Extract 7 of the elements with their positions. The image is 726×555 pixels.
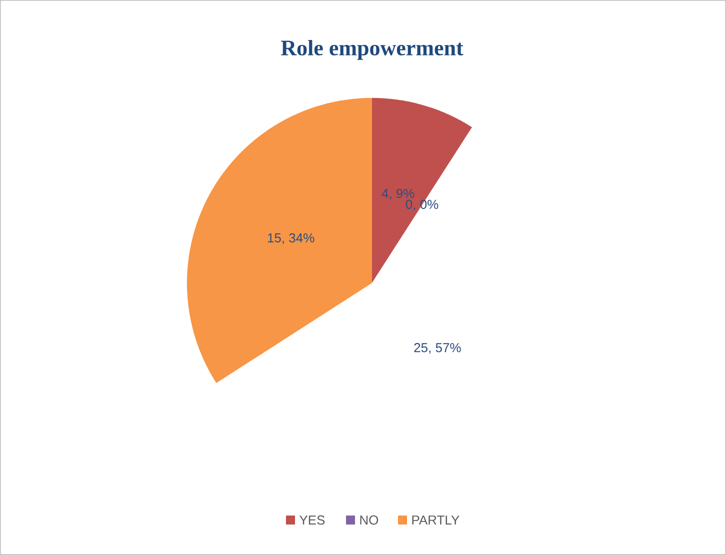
data-label: 25, 57% bbox=[414, 343, 461, 354]
legend-label: NO bbox=[360, 515, 378, 525]
legend-label: YES bbox=[299, 515, 325, 525]
legend-label: PARTLY bbox=[412, 516, 460, 525]
data-label: 4, 9% bbox=[382, 188, 414, 200]
chart-title: Role empowerment bbox=[281, 40, 464, 60]
data-label: 15, 34% bbox=[268, 233, 314, 244]
